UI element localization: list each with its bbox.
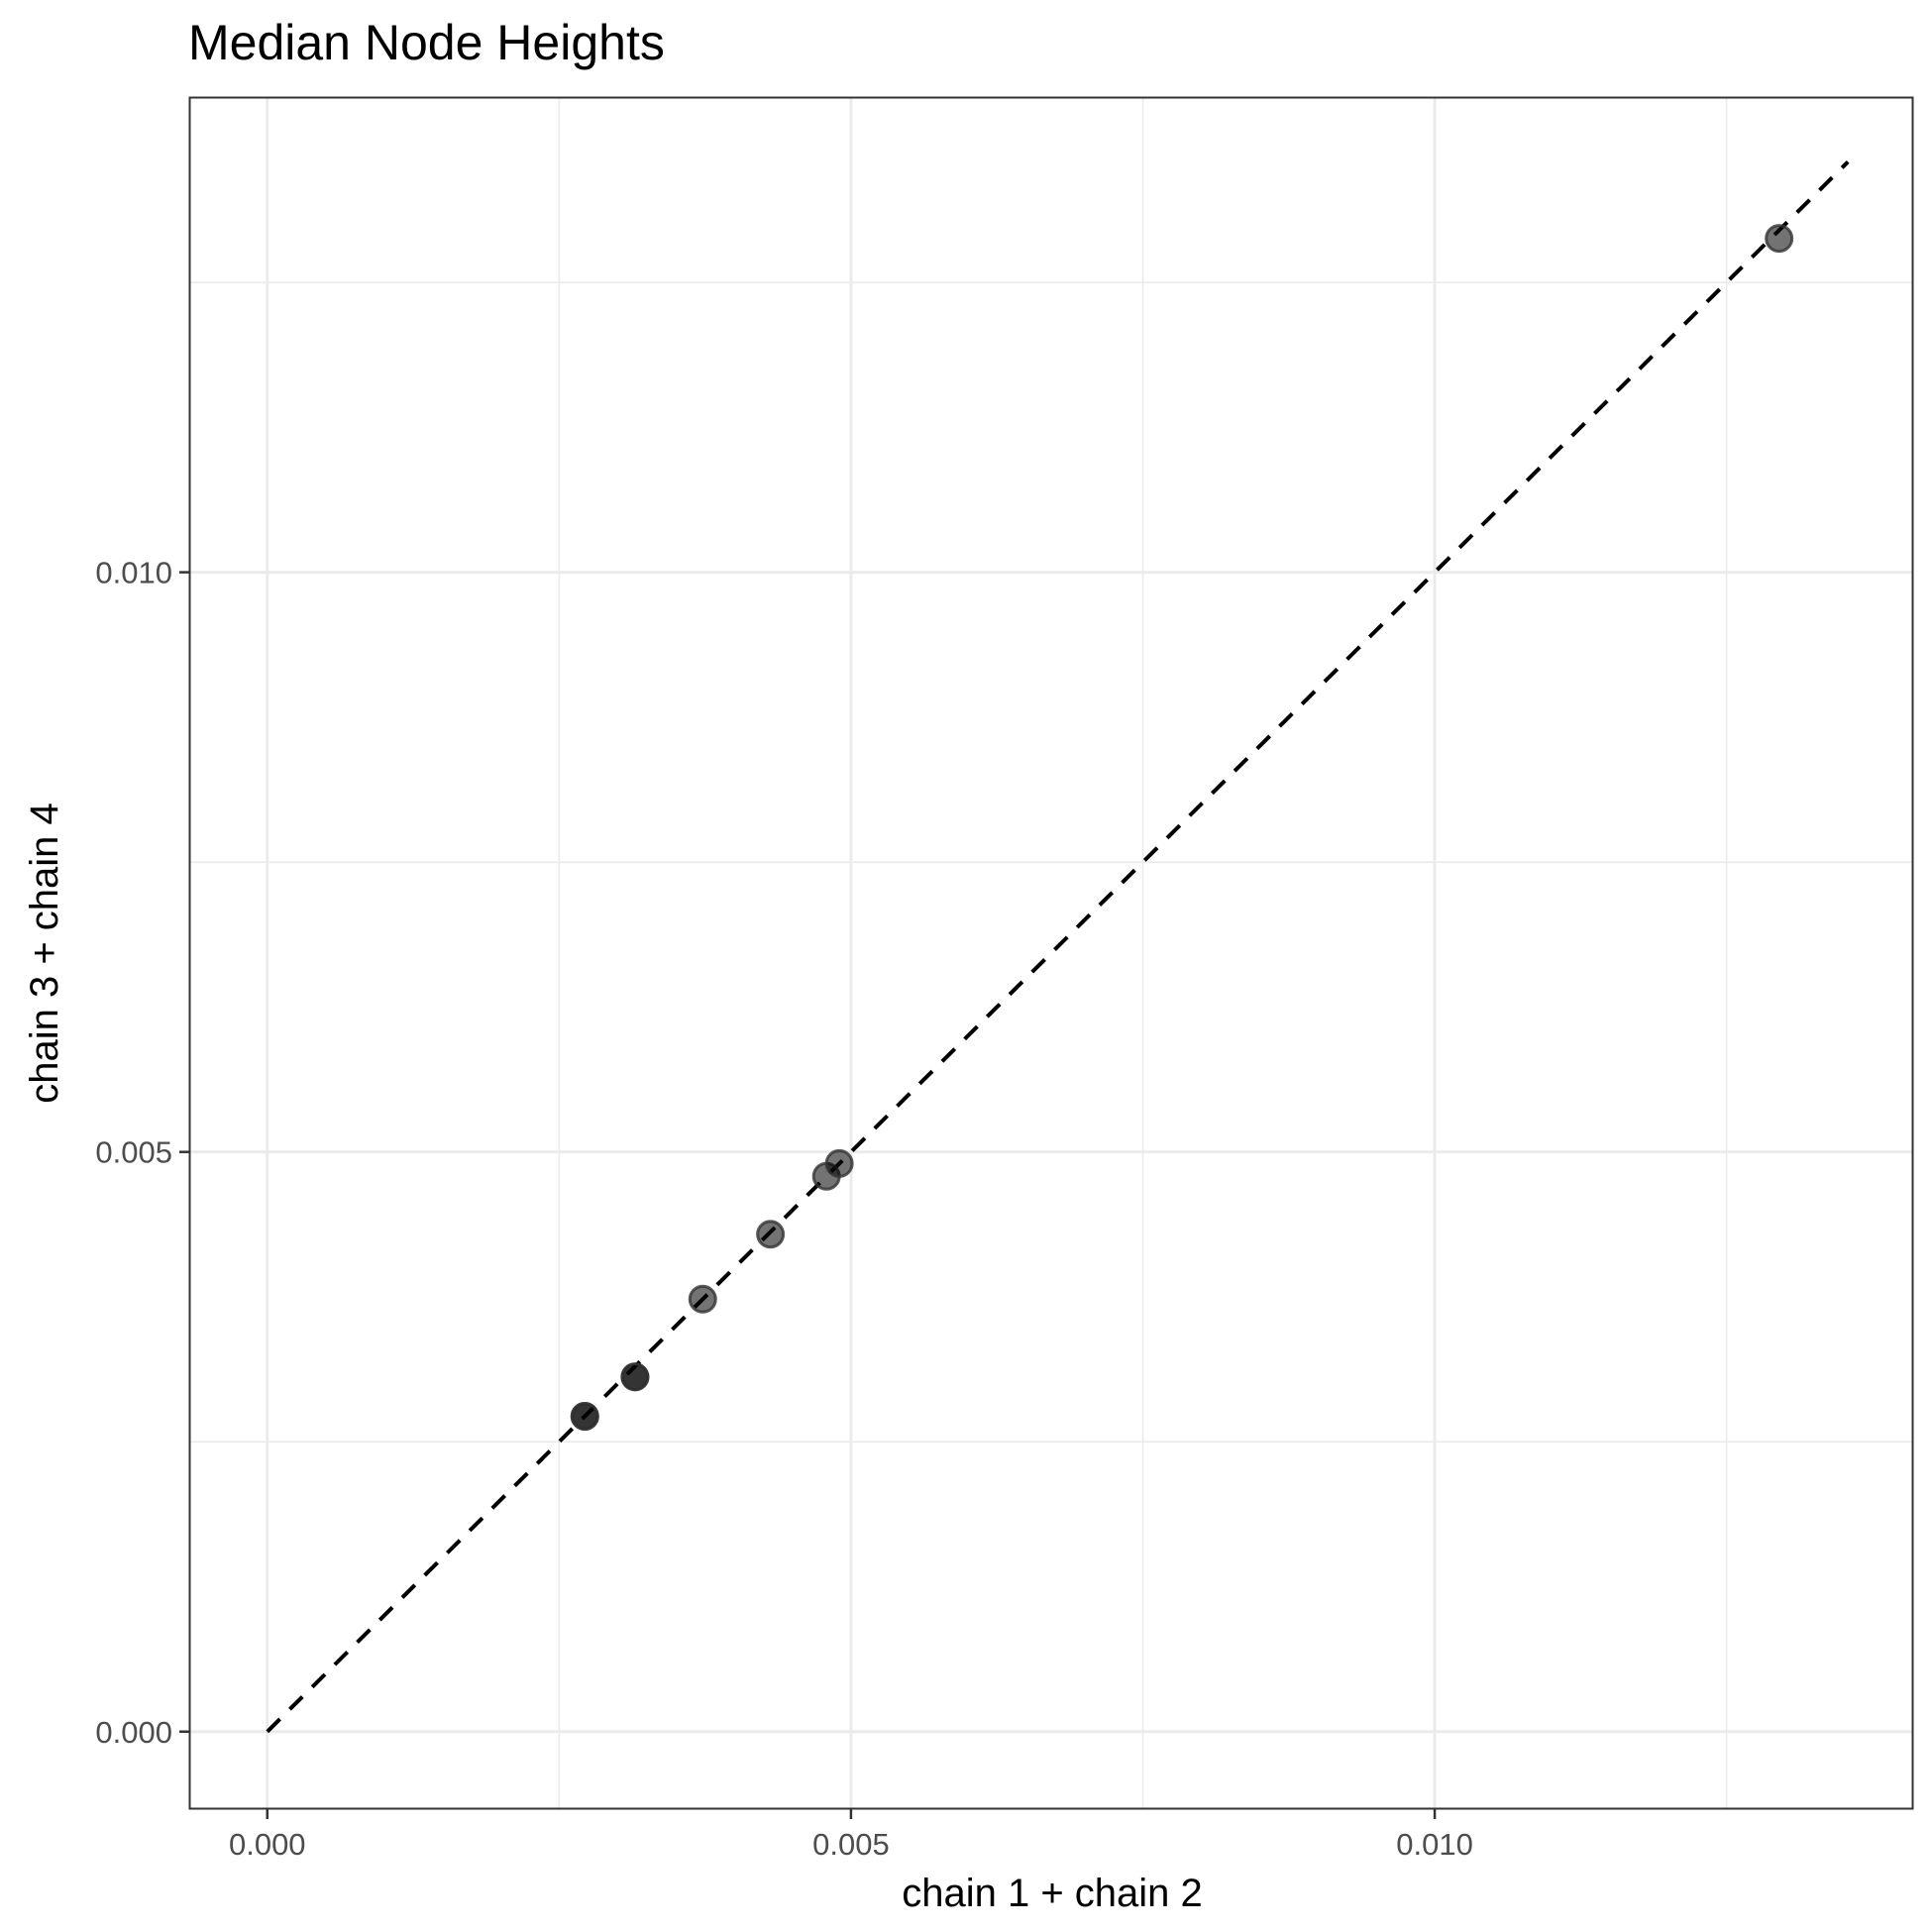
x-axis-ticks: 0.000 0.005 0.010 bbox=[229, 1808, 1473, 1862]
plot-panel bbox=[188, 96, 1914, 1810]
y-axis-ticks: 0.000 0.005 0.010 bbox=[95, 556, 190, 1750]
grid-lines bbox=[190, 98, 1912, 1808]
data-point bbox=[756, 1220, 786, 1249]
x-axis-title: chain 1 + chain 2 bbox=[902, 1872, 1203, 1915]
y-tick-label: 0.005 bbox=[95, 1135, 172, 1170]
y-tick-label: 0.010 bbox=[95, 556, 172, 590]
x-tick-label: 0.005 bbox=[812, 1827, 890, 1862]
data-point bbox=[620, 1362, 650, 1392]
data-point bbox=[570, 1401, 599, 1431]
chart-title: Median Node Heights bbox=[188, 15, 665, 70]
x-tick-label: 0.010 bbox=[1396, 1827, 1473, 1862]
data-point bbox=[824, 1148, 854, 1178]
x-tick-label: 0.000 bbox=[229, 1827, 306, 1862]
data-points bbox=[570, 224, 1794, 1431]
y-axis-title: chain 3 + chain 4 bbox=[23, 803, 66, 1104]
data-point bbox=[688, 1284, 717, 1314]
y-tick-label: 0.000 bbox=[95, 1715, 172, 1750]
data-point bbox=[1765, 224, 1794, 254]
reference-line-group bbox=[266, 160, 1850, 1734]
reference-line-y-equals-x bbox=[266, 160, 1850, 1734]
